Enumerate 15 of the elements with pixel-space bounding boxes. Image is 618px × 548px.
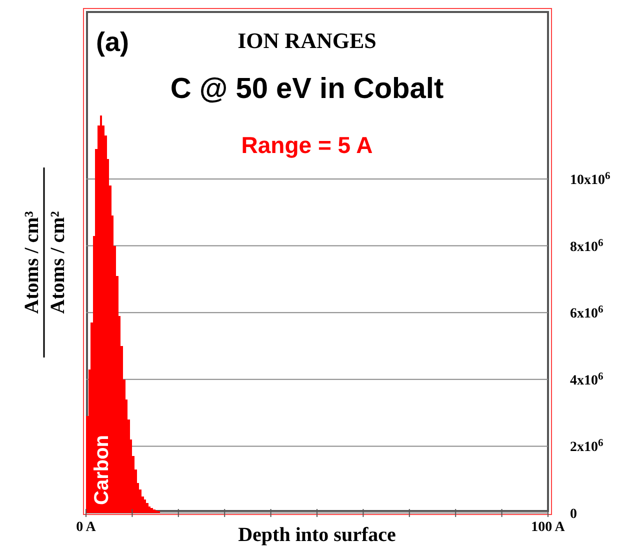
y-axis-title: Atoms / cm³ Atoms / cm² [21, 211, 69, 314]
y-tick-label: 8x10$^{6}$ [570, 237, 604, 255]
y-tick-label: 0 [570, 507, 577, 522]
annotation: Range = 5 A [241, 132, 373, 158]
x-tick-label: 0 A [76, 520, 97, 535]
y-tick-label: 4x10$^{6}$ [570, 370, 604, 388]
text: C @ 50 eV in Cobalt [170, 73, 444, 105]
series-label: Carbon [91, 435, 113, 505]
x-axis-title: Depth into surface [238, 524, 396, 546]
x-tick-label: 100 A [531, 520, 566, 535]
y-tick-label: 6x10$^{6}$ [570, 304, 604, 322]
y-tick-label: 2x10$^{6}$ [570, 438, 604, 456]
annotation: (a) [96, 27, 129, 57]
y-tick-label: 10x10$^{6}$ [570, 170, 610, 188]
text: ION RANGES [238, 28, 376, 53]
